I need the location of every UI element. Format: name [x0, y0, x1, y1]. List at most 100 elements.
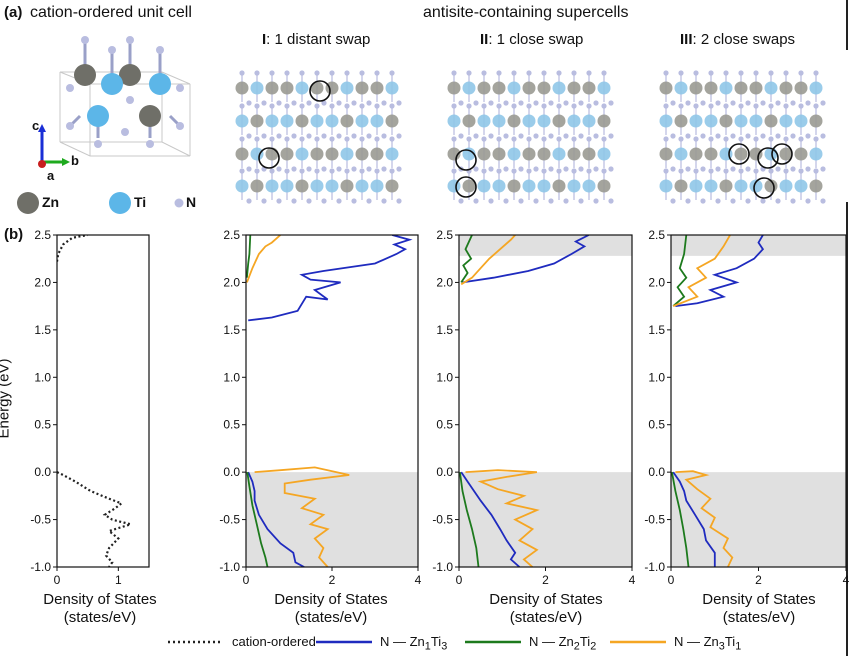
right-edge-line-top	[846, 0, 848, 50]
y-tick-label: 2.5	[223, 228, 240, 242]
swap-marker	[728, 143, 750, 165]
y-tick-label: 2.0	[223, 275, 240, 289]
atom-legend-swatches	[17, 192, 184, 214]
series-line-n-zn1ti3	[247, 471, 305, 567]
dos-plots: -1.0 -0.5 0.0 0.5 1.0 1.5 2.0 2.5 0 1 -1.0 -0.5 0.0 0…	[30, 228, 849, 587]
atom-legend-n: N	[186, 194, 197, 210]
series-line-n-zn2ti2	[459, 471, 480, 567]
series-line-n-zn1ti3	[672, 471, 716, 567]
y-tick-label: 0.0	[648, 465, 665, 479]
supercell-title-1: I: 1 distant swap	[262, 31, 371, 48]
atom-legend-zn: Zn	[42, 194, 60, 210]
series-line-n-zn3ti1	[246, 235, 281, 283]
x-tick-label: 0	[456, 573, 463, 587]
y-tick-label: 0.0	[34, 465, 51, 479]
series-line-n-zn3ti1	[460, 235, 516, 286]
legend-n-zn2ti2: N — Zn2Ti2	[529, 634, 597, 653]
legend-n-zn3ti1: N — Zn3Ti1	[674, 634, 742, 653]
xlabel-plot-4: Density of States (states/eV)	[702, 591, 816, 626]
y-tick-label: 1.0	[436, 370, 453, 384]
supercell-1	[235, 70, 402, 204]
y-tick-label: 0.5	[223, 418, 240, 432]
y-tick-label: 0.0	[436, 465, 453, 479]
x-tick-label: 0	[668, 573, 675, 587]
y-tick-label: 2.0	[648, 275, 665, 289]
series-line-cation-ordered	[57, 235, 88, 262]
series-line-n-zn3ti1	[672, 235, 731, 307]
swap-marker	[258, 147, 280, 169]
y-tick-label: 1.0	[223, 370, 240, 384]
y-tick-label: 0.0	[223, 465, 240, 479]
series-line-n-zn3ti1	[254, 466, 350, 567]
supercell-title-2: II: 1 close swap	[480, 31, 584, 48]
shaded-band	[459, 235, 632, 256]
legend-swatches	[168, 640, 666, 644]
dos-plot-1: -1.0 -0.5 0.0 0.5 1.0 1.5 2.0 2.5 0 1	[30, 228, 150, 587]
series-line-n-zn2ti2	[671, 471, 690, 567]
y-tick-label: 0.5	[436, 418, 453, 432]
y-tick-label: 1.0	[648, 370, 665, 384]
supercell-title-3: III: 2 close swaps	[680, 31, 796, 48]
y-tick-label: 2.0	[34, 275, 51, 289]
supercell-structures	[235, 70, 826, 204]
shaded-band	[671, 235, 846, 256]
plot-frame	[56, 234, 150, 568]
y-tick-label: 0.5	[648, 418, 665, 432]
series-line-n-zn2ti2	[460, 235, 473, 283]
axis-a-label: a	[47, 168, 55, 183]
axes-triad	[38, 124, 70, 168]
dos-plot-4: -1.0 -0.5 0.0 0.5 1.0 1.5 2.0 2.5 0 2 4	[644, 228, 849, 587]
y-tick-label: -1.0	[644, 560, 665, 574]
x-tick-label: 2	[542, 573, 549, 587]
dos-plot-2: -1.0 -0.5 0.0 0.5 1.0 1.5 2.0 2.5 0 2 4	[219, 228, 421, 587]
x-tick-label: 2	[755, 573, 762, 587]
xlabel-plot-3: Density of States (states/eV)	[489, 591, 603, 626]
legend-n-zn1ti3: N — Zn1Ti3	[380, 634, 448, 653]
xlabel-plot-2: Density of States (states/eV)	[274, 591, 388, 626]
y-tick-label: -1.0	[219, 560, 240, 574]
series-line-n-zn3ti1	[675, 470, 734, 567]
supercells-title: antisite-containing supercells	[423, 4, 629, 21]
axis-c-label: c	[32, 118, 40, 133]
y-tick-label: 1.5	[648, 323, 665, 337]
unit-cell-title: cation-ordered unit cell	[30, 4, 192, 21]
x-tick-label: 0	[54, 573, 61, 587]
y-tick-label: -0.5	[644, 513, 665, 527]
series-line-n-zn1ti3	[462, 235, 590, 284]
x-tick-label: 4	[629, 573, 636, 587]
y-tick-label: -0.5	[30, 513, 51, 527]
supercell-3	[659, 70, 826, 204]
y-tick-label: 2.0	[436, 275, 453, 289]
series-line-n-zn2ti2	[246, 235, 252, 278]
x-tick-label: 0	[243, 573, 250, 587]
swap-marker	[455, 149, 477, 171]
series-line-n-zn2ti2	[246, 471, 269, 567]
y-tick-label: 1.5	[436, 323, 453, 337]
series-line-n-zn2ti2	[672, 235, 688, 307]
series-line-n-zn3ti1	[465, 469, 540, 567]
shaded-band	[246, 472, 418, 567]
y-tick-label: -1.0	[30, 560, 51, 574]
series-line-n-zn1ti3	[460, 471, 521, 567]
x-tick-label: 1	[115, 573, 122, 587]
series-line-n-zn1ti3	[248, 235, 413, 322]
y-tick-label: 2.5	[436, 228, 453, 242]
legend-cation-ordered: cation-ordered	[232, 634, 316, 649]
y-tick-label: 1.0	[34, 370, 51, 384]
y-tick-label: 2.5	[648, 228, 665, 242]
swap-marker	[309, 80, 331, 102]
swap-marker	[455, 176, 477, 198]
supercell-2	[447, 70, 614, 204]
y-tick-label: -0.5	[432, 513, 453, 527]
panel-a-label: (a)	[4, 4, 23, 21]
swap-marker	[757, 147, 779, 169]
axis-b-label: b	[71, 153, 79, 168]
swap-marker	[753, 177, 775, 199]
unit-cell-structure	[59, 36, 191, 157]
y-tick-label: 2.5	[34, 228, 51, 242]
y-tick-label: -1.0	[432, 560, 453, 574]
x-tick-label: 4	[415, 573, 422, 587]
swap-marker	[771, 143, 793, 165]
atom-legend-ti: Ti	[134, 194, 147, 210]
y-tick-label: 1.5	[34, 323, 51, 337]
